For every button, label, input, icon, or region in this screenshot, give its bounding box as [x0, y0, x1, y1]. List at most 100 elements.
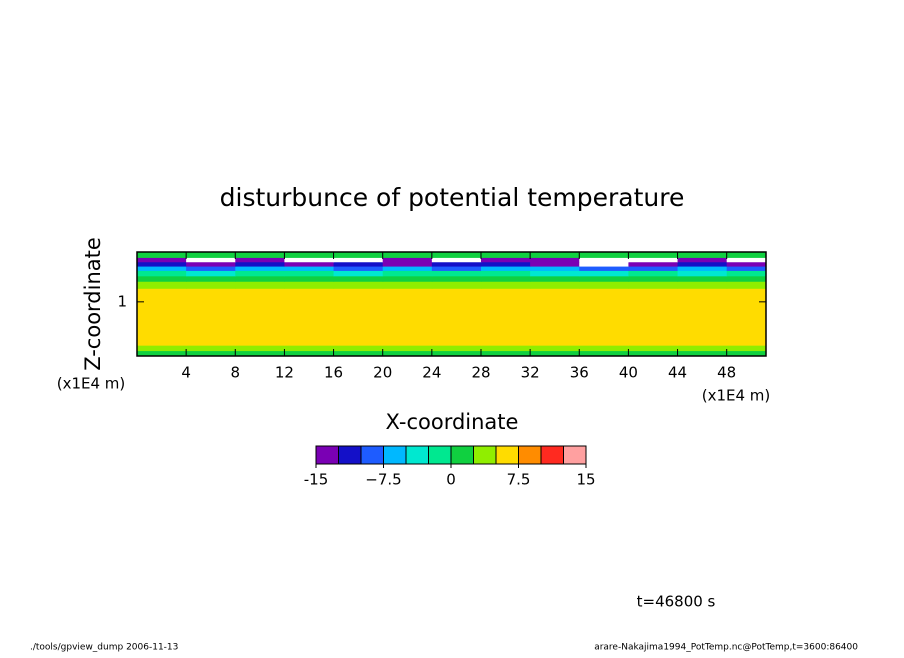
field-cell: [530, 296, 580, 314]
field-cell: [186, 345, 236, 352]
field-cell: [137, 288, 187, 297]
field-cell: [726, 350, 766, 356]
field-cell: [628, 288, 679, 297]
field-cell: [284, 266, 335, 271]
field-cell: [284, 257, 335, 263]
field-cell: [628, 275, 679, 282]
field-cell: [431, 275, 482, 282]
field-cell: [480, 350, 531, 356]
field-cell: [382, 257, 433, 263]
field-cell: [186, 275, 236, 282]
field-cell: [431, 288, 482, 297]
field-cell: [480, 296, 531, 314]
field-cell: [235, 296, 285, 314]
x-tick-label: 24: [422, 364, 441, 382]
field-cell: [726, 334, 766, 346]
field-cell: [431, 257, 482, 263]
field-cell: [579, 296, 629, 314]
field-cell: [677, 261, 728, 267]
field-cell: [480, 345, 531, 352]
field-cell: [480, 312, 531, 335]
field-cell: [137, 266, 187, 271]
field-cell: [235, 261, 285, 267]
field-cell: [382, 350, 433, 356]
field-cell: [186, 252, 236, 258]
field-cell: [579, 266, 629, 271]
field-cell: [137, 257, 187, 263]
field-cell: [186, 261, 236, 267]
field-cell: [480, 270, 531, 277]
field-cell: [677, 257, 728, 263]
field-cell: [431, 270, 482, 277]
field-cell: [677, 288, 728, 297]
field-cell: [382, 288, 433, 297]
field-cell: [726, 345, 766, 352]
field-cell: [530, 281, 580, 289]
field-cell: [628, 257, 679, 263]
field-cell: [186, 312, 236, 335]
x-tick-label: 36: [570, 364, 589, 382]
field-cell: [677, 270, 728, 277]
field-cell: [382, 281, 433, 289]
colorbar-box: [383, 445, 407, 465]
field-cell: [431, 312, 482, 335]
field-cell: [186, 350, 236, 356]
field-cell: [235, 334, 285, 346]
colorbar-box: [563, 445, 587, 465]
chart-title: disturbunce of potential temperature: [220, 183, 685, 212]
y-tick-label: 1: [117, 292, 127, 310]
field-cell: [480, 288, 531, 297]
field-cell: [480, 281, 531, 289]
field-cell: [333, 288, 384, 297]
field-cell: [235, 281, 285, 289]
field-cell: [235, 275, 285, 282]
field-cell: [186, 266, 236, 271]
colorbar-box: [428, 445, 452, 465]
colorbar-tick-label: −7.5: [365, 471, 401, 489]
y-unit: (x1E4 m): [57, 375, 126, 393]
field-cell: [677, 296, 728, 314]
field-cell: [480, 252, 531, 258]
field-cell: [235, 266, 285, 271]
field-cell: [284, 270, 335, 277]
field-cell: [726, 275, 766, 282]
field-cell: [677, 312, 728, 335]
colorbar-box: [338, 445, 362, 465]
field-cell: [579, 270, 629, 277]
field-cell: [235, 288, 285, 297]
field-cell: [726, 252, 766, 258]
x-unit: (x1E4 m): [702, 387, 771, 405]
field-cell: [628, 296, 679, 314]
field-cell: [530, 350, 580, 356]
footer-right: arare-Nakajima1994_PotTemp.nc@PotTemp,t=…: [594, 643, 858, 653]
field-cell: [333, 334, 384, 346]
footer-left: ./tools/gpview_dump 2006-11-13: [30, 643, 178, 653]
x-tick-label: 44: [668, 364, 687, 382]
field-cell: [137, 270, 187, 277]
field-cell: [333, 270, 384, 277]
field-cell: [677, 252, 728, 258]
field-cell: [382, 266, 433, 271]
field-cell: [333, 261, 384, 267]
field-cell: [579, 288, 629, 297]
field-cell: [284, 281, 335, 289]
field-cell: [628, 261, 679, 267]
colorbar-tick-label: 7.5: [507, 471, 531, 489]
x-tick-label: 28: [471, 364, 490, 382]
field-cell: [235, 350, 285, 356]
x-tick-label: 8: [231, 364, 241, 382]
x-tick-label: 48: [717, 364, 736, 382]
field-cell: [382, 261, 433, 267]
field-cell: [726, 312, 766, 335]
field-cell: [480, 257, 531, 263]
field-cell: [628, 270, 679, 277]
field-cell: [628, 350, 679, 356]
colorbar-box: [518, 445, 542, 465]
field-cell: [579, 350, 629, 356]
field-cell: [284, 312, 335, 335]
colorbar-tick-label: 15: [576, 471, 595, 489]
field-cell: [628, 281, 679, 289]
field-cell: [579, 312, 629, 335]
field-cell: [284, 296, 335, 314]
colorbar-box: [540, 445, 564, 465]
